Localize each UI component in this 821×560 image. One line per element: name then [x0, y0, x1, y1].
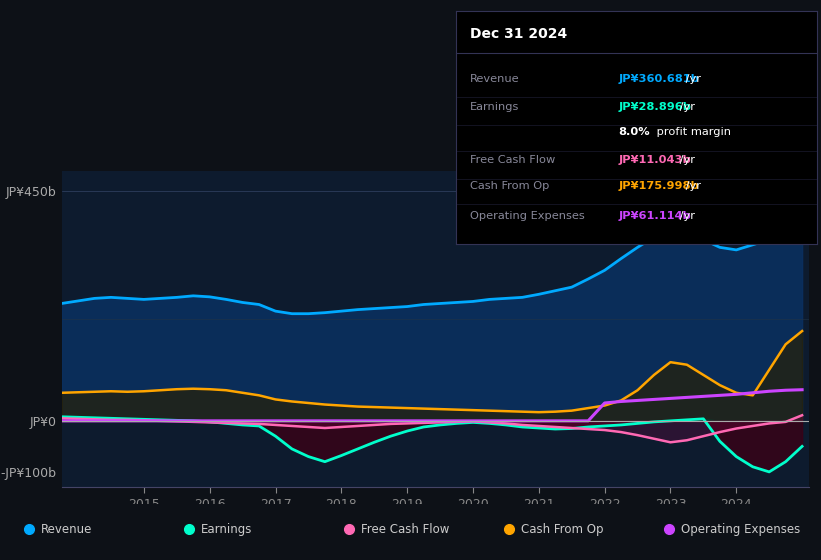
Text: Free Cash Flow: Free Cash Flow	[470, 155, 555, 165]
Text: /yr: /yr	[676, 102, 695, 112]
Text: Earnings: Earnings	[470, 102, 520, 112]
Text: JP¥28.896b: JP¥28.896b	[618, 102, 691, 112]
Text: Revenue: Revenue	[41, 522, 93, 536]
Text: Dec 31 2024: Dec 31 2024	[470, 27, 567, 41]
Text: Earnings: Earnings	[201, 522, 253, 536]
Text: /yr: /yr	[681, 181, 701, 191]
Text: /yr: /yr	[681, 74, 701, 84]
Text: Operating Expenses: Operating Expenses	[681, 522, 800, 536]
Text: JP¥360.681b: JP¥360.681b	[618, 74, 699, 84]
Text: JP¥11.043b: JP¥11.043b	[618, 155, 691, 165]
Text: Free Cash Flow: Free Cash Flow	[361, 522, 450, 536]
Text: /yr: /yr	[676, 211, 695, 221]
Text: Cash From Op: Cash From Op	[470, 181, 549, 191]
Text: JP¥175.998b: JP¥175.998b	[618, 181, 699, 191]
Text: profit margin: profit margin	[653, 128, 731, 137]
Text: /yr: /yr	[676, 155, 695, 165]
Text: Cash From Op: Cash From Op	[521, 522, 603, 536]
Text: JP¥61.114b: JP¥61.114b	[618, 211, 691, 221]
Text: Revenue: Revenue	[470, 74, 520, 84]
Text: Operating Expenses: Operating Expenses	[470, 211, 585, 221]
Text: 8.0%: 8.0%	[618, 128, 650, 137]
